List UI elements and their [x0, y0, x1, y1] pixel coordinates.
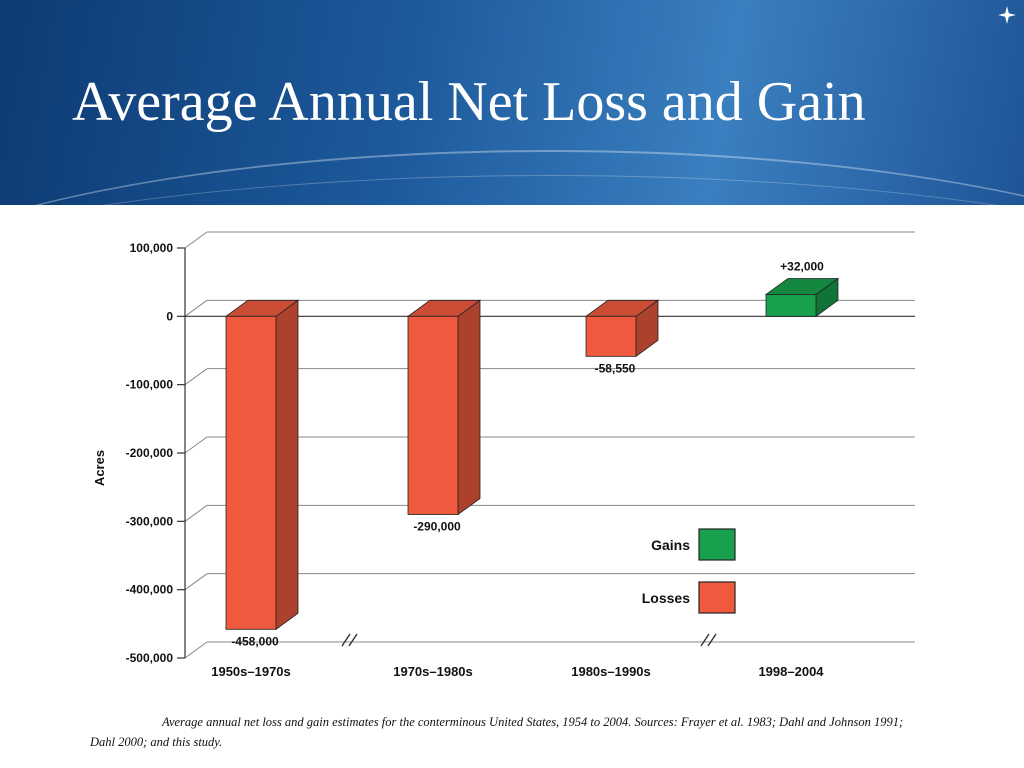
gridline-depth [184, 641, 208, 659]
category-label: 1950s–1970s [211, 664, 291, 679]
bar-losses [224, 299, 300, 631]
bar-data-label: +32,000 [780, 259, 824, 273]
legend-swatch-losses [698, 581, 736, 614]
axis-break-icon [341, 633, 358, 647]
bar-gains [764, 277, 840, 318]
y-tick-label: -200,000 [126, 446, 174, 460]
gridline-depth [184, 231, 208, 249]
bar-front [585, 315, 637, 357]
title-banner: Average Annual Net Loss and Gain [0, 0, 1024, 205]
bar-side [457, 299, 481, 516]
category-label: 1998–2004 [758, 664, 824, 679]
bar-front [407, 315, 459, 515]
bar-side [275, 299, 299, 631]
legend-swatch-gains [698, 528, 736, 561]
slide-title: Average Annual Net Loss and Gain [72, 71, 866, 133]
bar-losses [584, 299, 660, 358]
category-label: 1980s–1990s [571, 664, 651, 679]
bar-losses [406, 299, 482, 516]
axis-break-icon [700, 633, 717, 647]
bar-front [225, 315, 277, 630]
gridline-depth [184, 573, 208, 591]
y-tick-label: -500,000 [126, 651, 174, 665]
y-tick-label: 100,000 [130, 241, 174, 255]
bar-front [765, 294, 817, 317]
category-label: 1970s–1980s [393, 664, 473, 679]
figure-caption: Average annual net loss and gain estimat… [90, 715, 904, 749]
gridline-depth [184, 368, 208, 386]
bar-data-label: -458,000 [231, 634, 279, 648]
y-tick-label: -400,000 [126, 583, 174, 597]
y-tick-label: 0 [166, 309, 173, 323]
star-icon [998, 6, 1016, 24]
bar-data-label: -58,550 [595, 361, 636, 375]
legend-label: Gains [651, 537, 690, 553]
legend-label: Losses [642, 590, 690, 606]
gridline-depth [184, 504, 208, 522]
gridline-depth [184, 436, 208, 454]
content-area [0, 205, 1024, 768]
bar-data-label: -290,000 [413, 520, 461, 534]
y-axis-title: Acres [92, 450, 107, 486]
banner-swoosh [0, 150, 1024, 205]
y-tick-label: -100,000 [126, 378, 174, 392]
y-tick-label: -300,000 [126, 514, 174, 528]
banner-swoosh-2 [0, 175, 1024, 205]
gridline-depth [184, 299, 208, 317]
